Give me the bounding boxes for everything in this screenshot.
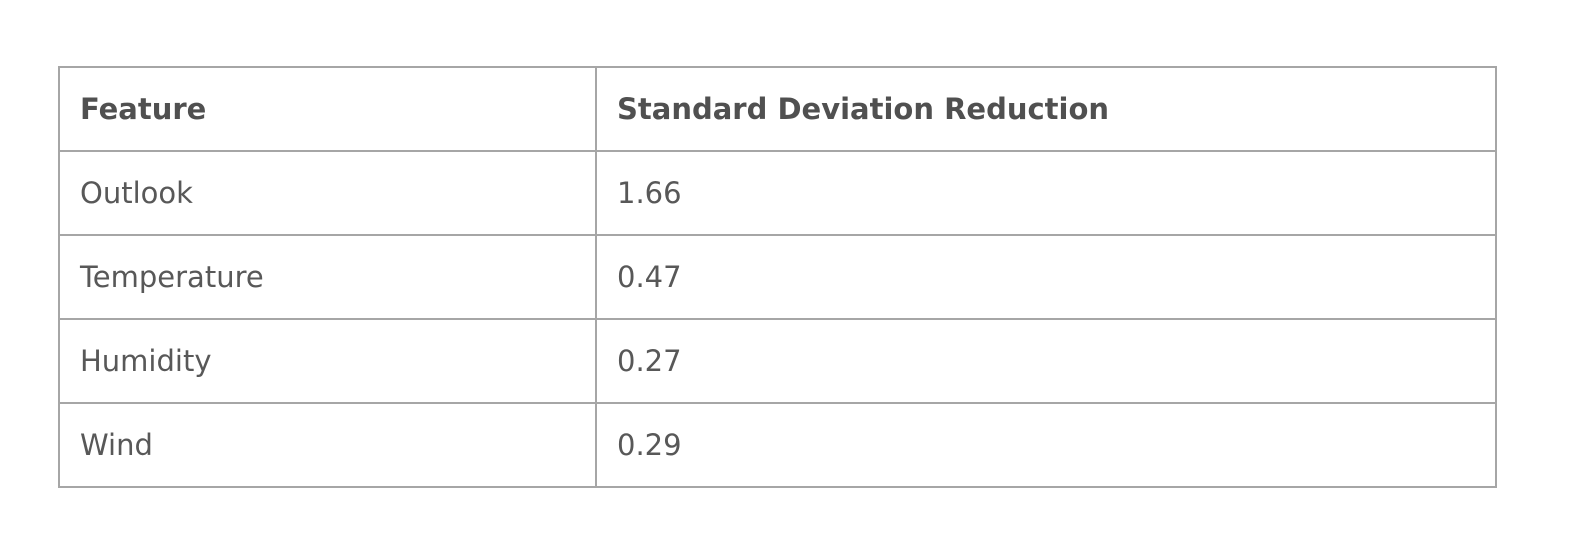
sdr-table-container: Feature Standard Deviation Reduction Out…	[58, 66, 1497, 488]
feature-cell: Wind	[58, 402, 597, 488]
table-row: Wind 0.29	[58, 402, 1497, 488]
table-header: Feature Standard Deviation Reduction	[58, 66, 1497, 152]
column-header-sdr: Standard Deviation Reduction	[595, 66, 1497, 152]
header-row: Feature Standard Deviation Reduction	[58, 66, 1497, 152]
column-header-feature: Feature	[58, 66, 597, 152]
feature-cell: Temperature	[58, 234, 597, 320]
feature-cell: Outlook	[58, 150, 597, 236]
sdr-value-cell: 0.29	[595, 402, 1497, 488]
table-body: Outlook 1.66 Temperature 0.47 Humidity 0…	[58, 150, 1497, 488]
sdr-value-cell: 0.47	[595, 234, 1497, 320]
sdr-value-cell: 0.27	[595, 318, 1497, 404]
sdr-value-cell: 1.66	[595, 150, 1497, 236]
sdr-table: Feature Standard Deviation Reduction Out…	[58, 66, 1497, 488]
feature-cell: Humidity	[58, 318, 597, 404]
table-row: Outlook 1.66	[58, 150, 1497, 236]
table-row: Temperature 0.47	[58, 234, 1497, 320]
table-row: Humidity 0.27	[58, 318, 1497, 404]
